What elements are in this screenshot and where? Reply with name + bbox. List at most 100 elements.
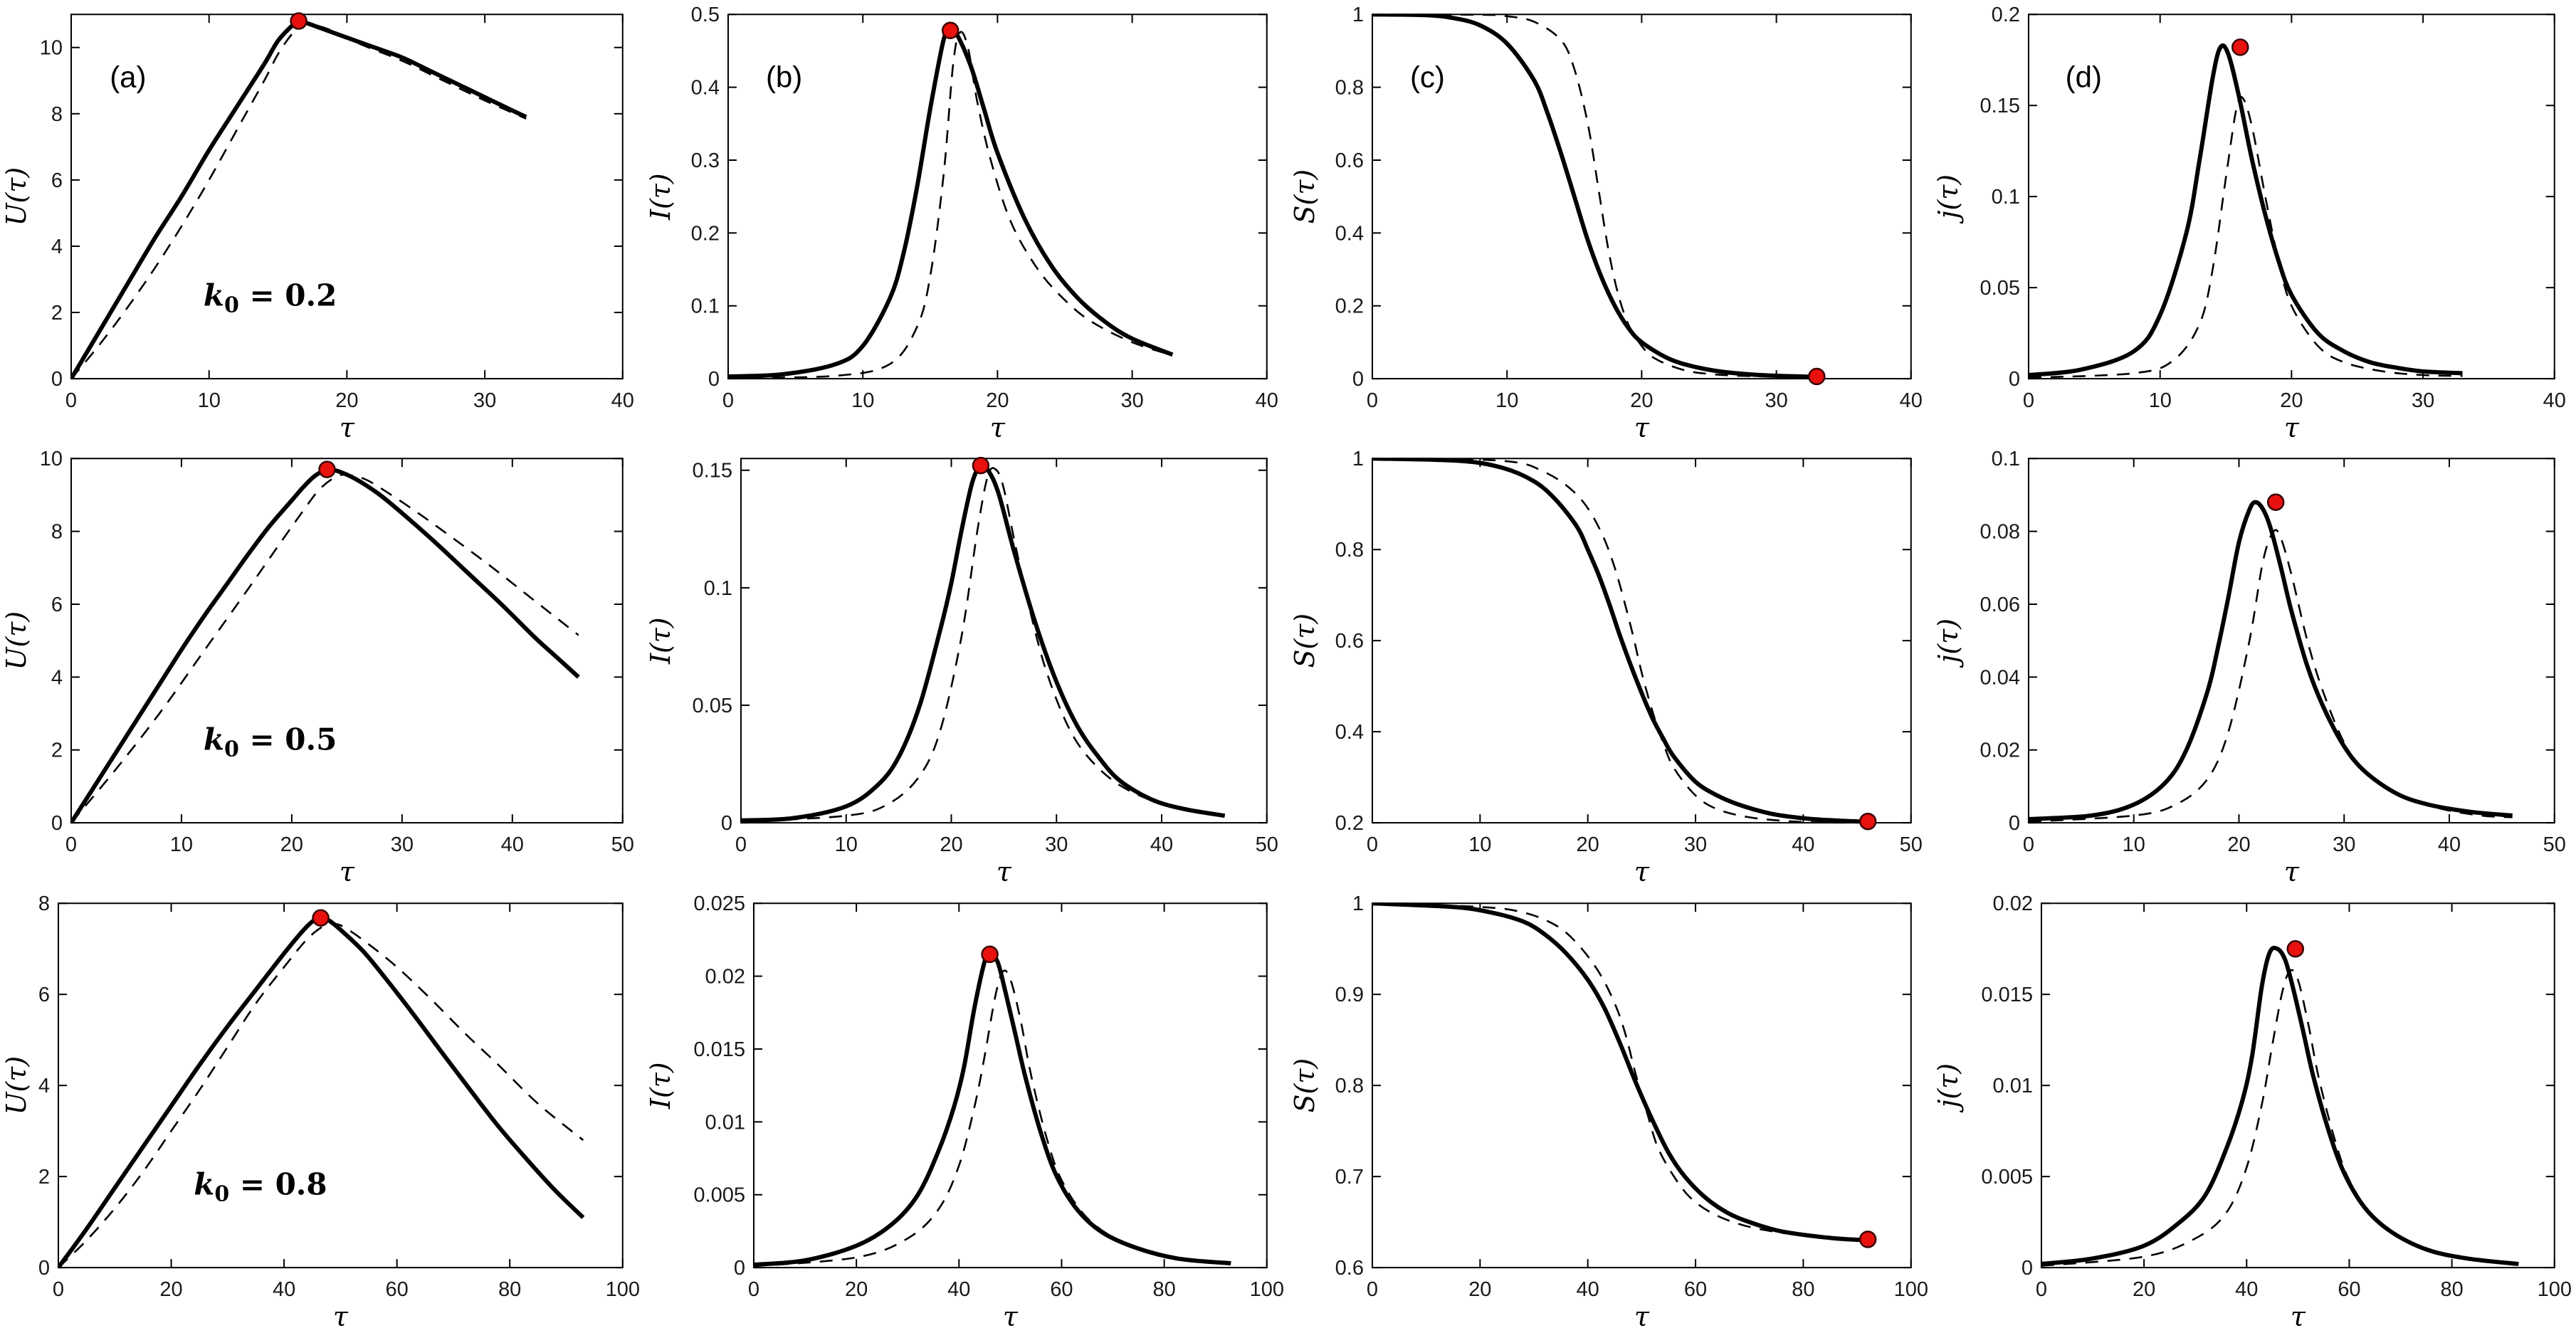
chart-b-k05: 0 10 20 30 40 50 0 0.05 0.1 0.15 τ I(τ) bbox=[645, 457, 1278, 887]
x-axis-label: τ bbox=[333, 1301, 349, 1332]
y-tick-label: 0.005 bbox=[693, 1184, 745, 1206]
y-tick-label: 0.1 bbox=[690, 295, 719, 318]
y-tick-label: 0 bbox=[51, 368, 63, 391]
x-tick-label: 0 bbox=[2023, 833, 2034, 856]
y-tick-label: 0.2 bbox=[1335, 812, 1363, 835]
subplot-a-k02: 0 10 20 30 40 0 2 4 6 8 10 τ U(τ) (a) k0 = 0.2 bbox=[0, 0, 644, 444]
subplot-d-k08: 0 20 40 60 80 100 0 0.005 0.01 0.015 0.02 τ j(τ) bbox=[1932, 889, 2576, 1333]
y-tick-label: 1 bbox=[1352, 448, 1363, 471]
y-tick-label: 0.2 bbox=[1992, 4, 2020, 26]
peak-marker bbox=[981, 945, 999, 963]
x-tick-label: 20 bbox=[280, 833, 303, 856]
x-tick-label: 0 bbox=[735, 833, 747, 856]
y-tick-label: 4 bbox=[38, 1075, 50, 1097]
dashed-curve bbox=[58, 922, 584, 1268]
y-tick-label: 0 bbox=[51, 812, 63, 835]
y-tick-label: 0.005 bbox=[1982, 1166, 2034, 1189]
dashed-curve bbox=[1372, 902, 1868, 1242]
peak-marker bbox=[2267, 493, 2285, 512]
x-tick-label: 40 bbox=[501, 833, 524, 856]
x-tick-label: 80 bbox=[498, 1278, 521, 1301]
y-tick-label: 0.4 bbox=[1335, 222, 1363, 245]
axes-box bbox=[752, 902, 1268, 1268]
annotation-label: k0 = 0.5 bbox=[204, 722, 337, 762]
x-tick-label: 50 bbox=[1255, 833, 1278, 856]
chart-c-k08: 0 20 40 60 80 100 0.6 0.7 0.8 0.9 1 τ S(τ) bbox=[1288, 892, 1928, 1332]
annotation-label: k0 = 0.2 bbox=[204, 278, 337, 318]
y-tick-label: 0.06 bbox=[1980, 594, 2020, 616]
subplot-d-k02: 0 10 20 30 40 0 0.05 0.1 0.15 0.2 τ j(τ) (d) bbox=[1932, 0, 2576, 444]
x-axis-label: τ bbox=[340, 412, 355, 443]
x-tick-label: 20 bbox=[159, 1278, 182, 1301]
x-tick-label: 20 bbox=[2280, 389, 2303, 412]
axes-box bbox=[1371, 14, 1912, 380]
x-tick-label: 40 bbox=[273, 1278, 295, 1301]
solid-curve bbox=[1372, 14, 1817, 379]
x-tick-label: 30 bbox=[1120, 389, 1143, 412]
axes-box bbox=[70, 14, 624, 380]
x-tick-label: 30 bbox=[391, 833, 414, 856]
x-tick-label: 40 bbox=[1899, 389, 1922, 412]
x-tick-label: 40 bbox=[1792, 833, 1814, 856]
x-axis-label: τ bbox=[2284, 412, 2300, 443]
x-tick-label: 0 bbox=[1366, 833, 1377, 856]
dashed-curve bbox=[740, 467, 1225, 823]
curves-group bbox=[2041, 945, 2519, 1267]
y-axis-label: j(τ) bbox=[1933, 618, 1964, 668]
x-tick-label: 10 bbox=[1495, 389, 1518, 412]
y-tick-label: 0.5 bbox=[690, 4, 719, 26]
y-tick-label: 0.05 bbox=[692, 695, 732, 717]
solid-curve bbox=[70, 467, 580, 824]
y-tick-label: 0.7 bbox=[1335, 1166, 1363, 1189]
x-tick-label: 80 bbox=[1152, 1278, 1175, 1301]
x-tick-label: 30 bbox=[473, 389, 496, 412]
x-tick-label: 60 bbox=[1683, 1278, 1706, 1301]
x-tick-label: 0 bbox=[65, 833, 77, 856]
chart-d-k05: 0 10 20 30 40 50 0 0.02 0.04 0.06 0.08 0.1 τ j(τ) bbox=[1933, 448, 2566, 888]
x-tick-label: 100 bbox=[1249, 1278, 1283, 1301]
axes-box bbox=[70, 458, 624, 824]
y-tick-label: 0.1 bbox=[1992, 186, 2020, 209]
x-tick-label: 20 bbox=[986, 389, 1009, 412]
x-tick-label: 10 bbox=[1468, 833, 1491, 856]
y-tick-label: 6 bbox=[38, 984, 50, 1006]
x-axis-label: τ bbox=[997, 856, 1012, 887]
axes-box bbox=[2028, 14, 2556, 380]
y-axis-label: I(τ) bbox=[645, 173, 676, 221]
curves-group bbox=[1372, 14, 1817, 379]
y-tick-label: 0 bbox=[734, 1257, 745, 1280]
x-tick-label: 80 bbox=[2441, 1278, 2464, 1301]
panel-label: (b) bbox=[766, 60, 802, 94]
x-axis-label: τ bbox=[1634, 856, 1649, 887]
x-tick-label: 10 bbox=[2149, 389, 2172, 412]
y-tick-label: 0.015 bbox=[693, 1038, 745, 1061]
subplot-c-k08: 0 20 40 60 80 100 0.6 0.7 0.8 0.9 1 τ S(τ) bbox=[1288, 889, 1933, 1333]
subplot-b-k05: 0 10 20 30 40 50 0 0.05 0.1 0.15 τ I(τ) bbox=[644, 444, 1288, 888]
panel-label: (c) bbox=[1409, 60, 1444, 94]
y-axis-label: U(τ) bbox=[1, 1056, 32, 1115]
y-axis-label: U(τ) bbox=[1, 167, 32, 226]
y-tick-label: 0 bbox=[2009, 368, 2020, 391]
x-tick-label: 50 bbox=[2543, 833, 2566, 856]
x-axis-label: τ bbox=[1634, 412, 1649, 443]
y-axis-label: S(τ) bbox=[1288, 1058, 1320, 1113]
x-tick-label: 50 bbox=[611, 833, 634, 856]
x-tick-label: 0 bbox=[65, 389, 77, 412]
y-tick-label: 2 bbox=[38, 1166, 50, 1189]
x-tick-label: 40 bbox=[1255, 389, 1278, 412]
chart-a-k05: 0 10 20 30 40 50 0 2 4 6 8 10 τ U(τ) k0 = 0.5 bbox=[1, 448, 634, 888]
y-tick-label: 0.9 bbox=[1335, 984, 1363, 1006]
y-axis-label: S(τ) bbox=[1288, 169, 1320, 224]
peak-marker bbox=[1807, 367, 1826, 386]
x-tick-label: 0 bbox=[2023, 389, 2034, 412]
y-tick-label: 6 bbox=[51, 594, 63, 616]
chart-d-k02: 0 10 20 30 40 0 0.05 0.1 0.15 0.2 τ j(τ) (d) bbox=[1933, 4, 2566, 443]
y-tick-label: 0.4 bbox=[690, 77, 719, 100]
y-tick-label: 4 bbox=[51, 236, 63, 258]
x-tick-label: 30 bbox=[1683, 833, 1706, 856]
chart-d-k08: 0 20 40 60 80 100 0 0.005 0.01 0.015 0.02 τ j(τ) bbox=[1933, 892, 2572, 1332]
dashed-curve bbox=[1372, 458, 1868, 824]
x-axis-label: τ bbox=[1003, 1301, 1019, 1332]
dashed-curve bbox=[2041, 969, 2519, 1267]
y-tick-label: 0.08 bbox=[1980, 521, 2020, 544]
